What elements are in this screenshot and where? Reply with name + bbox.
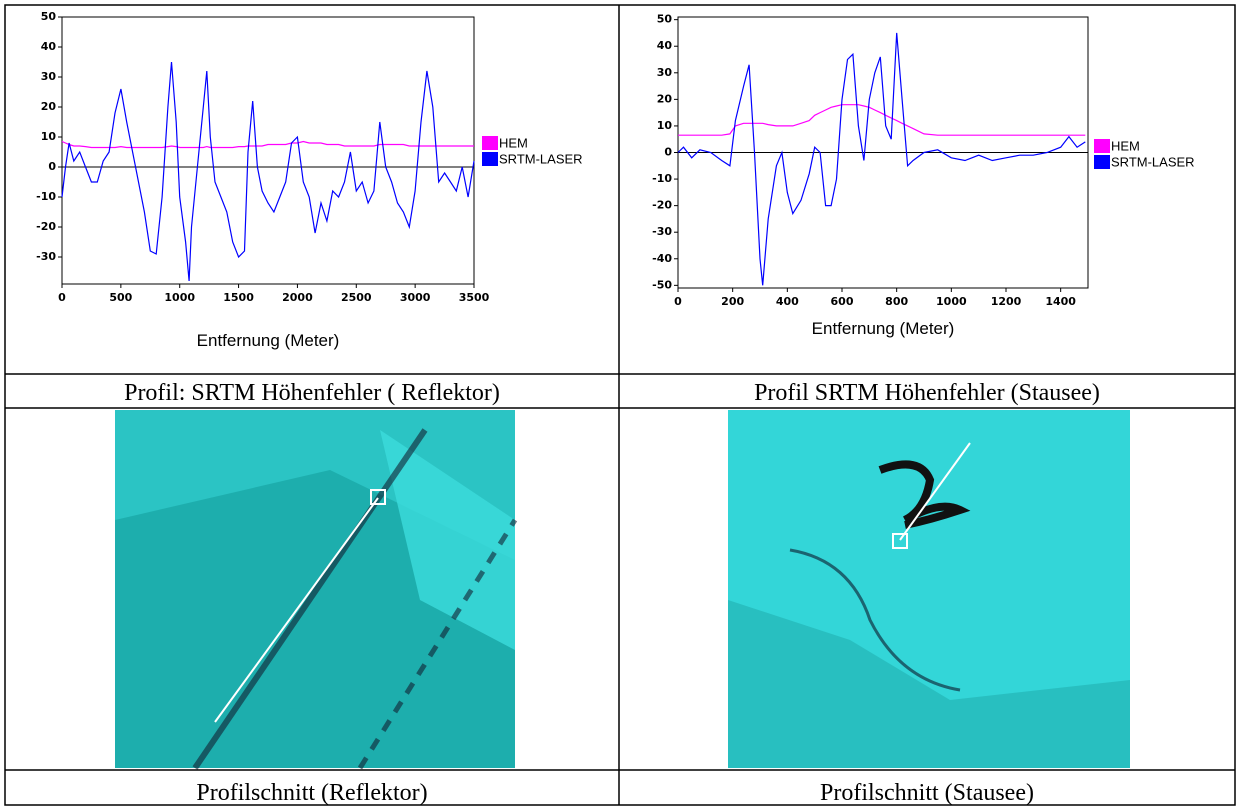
x-axis-label: Entfernung (Meter) bbox=[812, 319, 955, 338]
x-tick-label: 1200 bbox=[991, 295, 1022, 308]
y-tick-label: 50 bbox=[41, 10, 57, 23]
y-tick-label: -10 bbox=[652, 172, 672, 185]
line-series bbox=[678, 104, 1086, 136]
y-tick-label: -20 bbox=[36, 220, 56, 233]
x-tick-label: 1400 bbox=[1045, 295, 1076, 308]
legend-swatch bbox=[482, 152, 498, 166]
line-series bbox=[677, 32, 1086, 286]
y-tick-label: 10 bbox=[41, 130, 57, 143]
y-tick-label: 50 bbox=[657, 13, 673, 26]
plot-frame bbox=[61, 16, 475, 285]
legend-label: SRTM-LASER bbox=[499, 151, 583, 166]
y-tick-label: 20 bbox=[41, 100, 57, 113]
x-tick-label: 200 bbox=[721, 295, 744, 308]
x-tick-label: 2500 bbox=[341, 291, 372, 304]
y-tick-label: 30 bbox=[41, 70, 57, 83]
x-tick-label: 0 bbox=[674, 295, 682, 308]
legend-label: HEM bbox=[499, 135, 528, 150]
caption: Profilschnitt (Reflektor) bbox=[196, 780, 427, 806]
x-tick-label: 800 bbox=[885, 295, 908, 308]
y-tick-label: -10 bbox=[36, 190, 56, 203]
y-tick-label: 20 bbox=[657, 92, 673, 105]
x-tick-label: 3500 bbox=[459, 291, 490, 304]
x-tick-label: 0 bbox=[58, 291, 66, 304]
y-tick-label: 0 bbox=[48, 160, 56, 173]
y-tick-label: -30 bbox=[36, 250, 56, 263]
y-tick-label: -40 bbox=[652, 252, 672, 265]
caption: Profil: SRTM Höhenfehler ( Reflektor) bbox=[124, 380, 500, 406]
x-tick-label: 3000 bbox=[400, 291, 431, 304]
y-tick-label: 30 bbox=[657, 66, 673, 79]
x-axis-label: Entfernung (Meter) bbox=[197, 331, 340, 350]
legend-swatch bbox=[1094, 139, 1110, 153]
y-tick-label: -50 bbox=[652, 278, 672, 291]
legend-label: HEM bbox=[1111, 138, 1140, 153]
legend-label: SRTM-LASER bbox=[1111, 154, 1195, 169]
line-series bbox=[61, 140, 474, 149]
y-tick-label: 10 bbox=[657, 119, 673, 132]
y-tick-label: 40 bbox=[657, 39, 673, 52]
legend-swatch bbox=[1094, 155, 1110, 169]
table-borders bbox=[4, 4, 1236, 806]
y-tick-label: -20 bbox=[652, 199, 672, 212]
legend-swatch bbox=[482, 136, 498, 150]
caption: Profilschnitt (Stausee) bbox=[820, 780, 1034, 806]
x-tick-label: 500 bbox=[109, 291, 132, 304]
x-tick-label: 600 bbox=[831, 295, 854, 308]
x-tick-label: 1000 bbox=[936, 295, 967, 308]
y-tick-label: 0 bbox=[664, 146, 672, 159]
y-tick-label: 40 bbox=[41, 40, 57, 53]
y-tick-label: -30 bbox=[652, 225, 672, 238]
x-tick-label: 1000 bbox=[164, 291, 195, 304]
image-stausee bbox=[728, 410, 1130, 768]
x-tick-label: 1500 bbox=[223, 291, 254, 304]
caption: Profil SRTM Höhenfehler (Stausee) bbox=[754, 380, 1100, 406]
x-tick-label: 2000 bbox=[282, 291, 313, 304]
image-reflektor bbox=[115, 410, 518, 770]
x-tick-label: 400 bbox=[776, 295, 799, 308]
line-series bbox=[61, 61, 475, 282]
